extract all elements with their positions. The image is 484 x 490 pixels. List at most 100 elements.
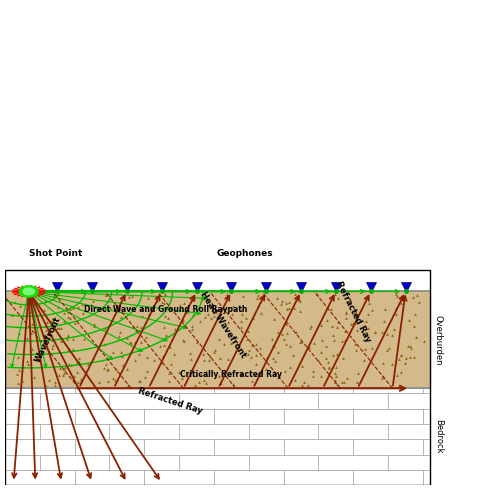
Point (57, 324, 65, 332)
Point (30, 373, 37, 381)
Point (389, 360, 396, 368)
Point (352, 346, 360, 354)
Point (13, 370, 20, 378)
Point (318, 348, 325, 356)
Point (179, 336, 187, 343)
Point (239, 292, 247, 300)
Point (128, 292, 136, 300)
Point (181, 322, 188, 330)
Point (342, 308, 349, 316)
Bar (5, 292, 430, 388)
Point (26, 308, 34, 316)
Point (296, 297, 303, 305)
Point (324, 358, 332, 366)
Point (160, 323, 168, 331)
Point (342, 327, 349, 335)
Point (329, 331, 337, 339)
Point (282, 320, 290, 328)
Point (324, 316, 332, 324)
Point (291, 290, 299, 298)
Point (314, 356, 322, 364)
Point (109, 347, 117, 355)
Point (180, 316, 187, 324)
Point (70, 335, 77, 343)
Point (383, 346, 391, 354)
Point (401, 359, 408, 367)
Point (160, 299, 168, 307)
Point (191, 381, 198, 389)
Point (283, 299, 290, 307)
Point (15, 329, 23, 337)
Point (306, 324, 314, 332)
Point (11, 297, 19, 305)
Point (410, 322, 418, 330)
Point (64, 314, 72, 321)
Point (253, 360, 260, 368)
Point (64, 308, 72, 316)
Point (188, 321, 196, 329)
Point (74, 378, 82, 386)
Point (27, 329, 35, 337)
Point (123, 334, 131, 342)
Point (131, 338, 139, 346)
Point (227, 339, 235, 347)
Point (67, 361, 75, 368)
Point (363, 331, 371, 339)
Point (66, 305, 74, 313)
Point (24, 305, 31, 313)
Point (349, 319, 357, 327)
Point (157, 343, 165, 350)
Point (193, 338, 201, 346)
Point (379, 371, 387, 379)
Point (237, 306, 245, 314)
Point (117, 328, 124, 336)
Point (60, 366, 68, 373)
Point (353, 378, 361, 386)
Point (368, 306, 376, 314)
Point (280, 335, 288, 343)
Point (365, 299, 373, 307)
Point (75, 354, 83, 362)
Point (89, 297, 97, 305)
Point (286, 342, 294, 350)
Point (322, 342, 330, 350)
Point (325, 364, 333, 372)
Point (160, 341, 168, 348)
Point (250, 314, 257, 322)
Point (402, 354, 410, 362)
Point (285, 304, 293, 312)
Point (133, 322, 141, 330)
Point (24, 361, 32, 368)
Point (42, 382, 50, 390)
Point (397, 351, 405, 359)
Point (202, 368, 210, 375)
Point (283, 329, 291, 337)
Point (331, 291, 339, 298)
Text: Refracted Ray: Refracted Ray (137, 387, 204, 416)
Point (153, 297, 161, 305)
Point (15, 366, 23, 374)
Point (90, 322, 98, 330)
Point (111, 376, 119, 384)
Point (353, 326, 361, 334)
Point (310, 340, 318, 347)
Point (48, 344, 56, 352)
Point (395, 355, 403, 363)
Point (151, 356, 158, 364)
Point (352, 311, 360, 319)
Point (175, 368, 183, 376)
Point (273, 294, 281, 302)
Point (333, 372, 340, 380)
Point (364, 323, 372, 331)
Point (255, 292, 262, 299)
Point (203, 371, 211, 379)
Text: Critically Refracted Ray: Critically Refracted Ray (181, 370, 282, 379)
Point (43, 318, 51, 325)
Point (333, 380, 340, 388)
Point (381, 305, 389, 313)
Point (70, 372, 77, 380)
Point (216, 354, 224, 362)
Point (220, 340, 228, 348)
Point (305, 343, 313, 351)
Point (254, 294, 261, 302)
